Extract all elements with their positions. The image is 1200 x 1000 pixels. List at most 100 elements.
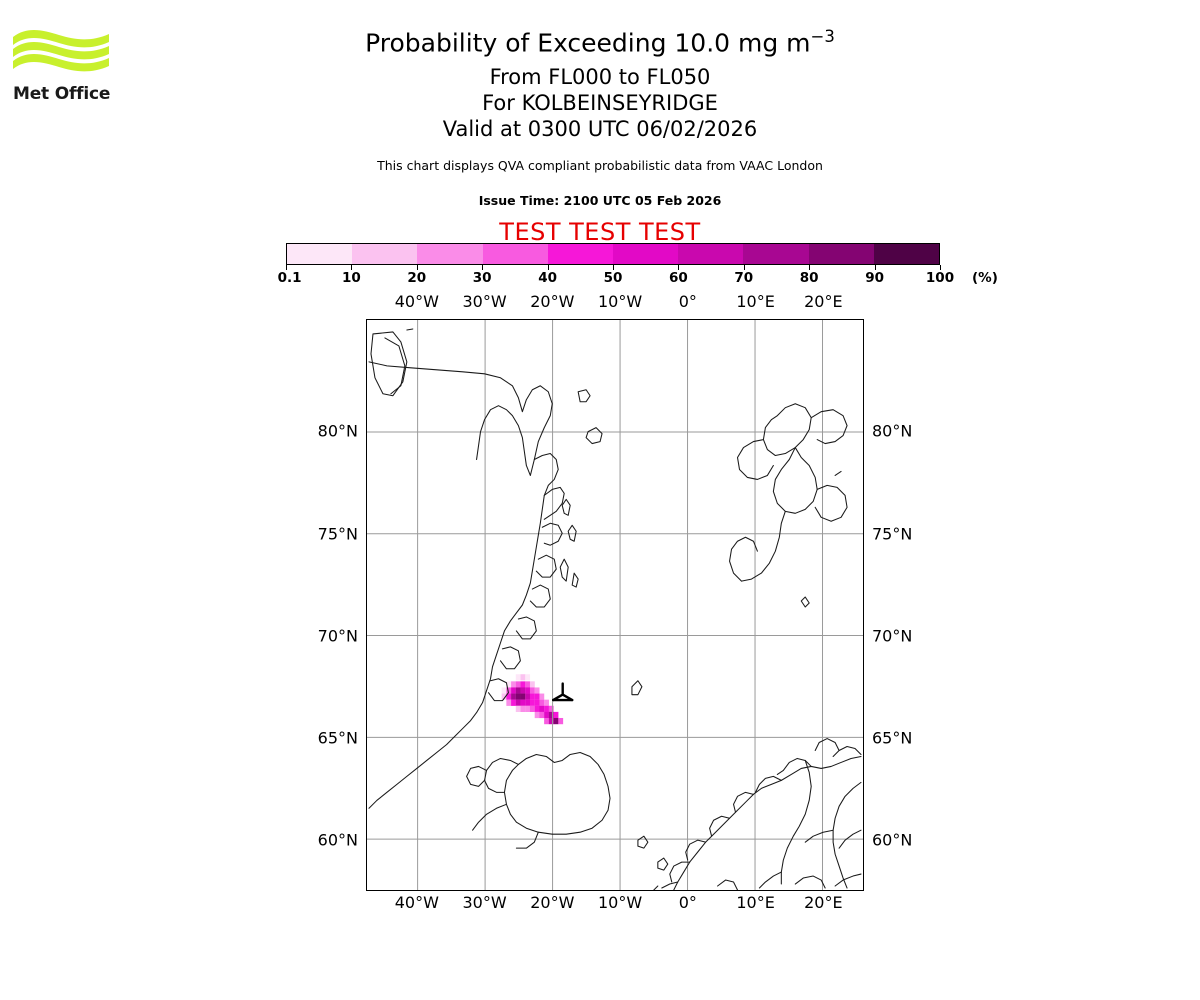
lat-label-right-60°N: 60°N bbox=[872, 830, 913, 850]
plume-cell bbox=[534, 687, 540, 694]
met-office-logo-text: Met Office bbox=[13, 84, 111, 104]
lon-label-bottom-10°E: 10°E bbox=[736, 893, 775, 912]
plume-cell bbox=[506, 699, 512, 706]
plume-cell bbox=[534, 705, 540, 712]
lat-label-left-65°N: 65°N bbox=[317, 728, 358, 748]
lon-label-top-10°W: 10°W bbox=[597, 292, 643, 311]
plume-cell bbox=[520, 687, 526, 694]
plume-cell bbox=[548, 705, 554, 712]
lon-label-bottom-20°W: 20°W bbox=[530, 893, 575, 912]
plume-cell bbox=[534, 699, 540, 706]
page-title-text: Probability of Exceeding 10.0 mg m bbox=[365, 28, 811, 58]
plume-cell bbox=[529, 693, 535, 700]
chart-header: Probability of Exceeding 10.0 mg m−3 Fro… bbox=[0, 0, 1200, 246]
plume-cell bbox=[506, 681, 512, 688]
lon-label-top-40°W: 40°W bbox=[394, 292, 439, 311]
plume-cell bbox=[525, 699, 531, 706]
plume-cell bbox=[525, 674, 531, 681]
plume-cell bbox=[520, 674, 526, 681]
lon-label-top-20°W: 20°W bbox=[530, 292, 575, 311]
lon-label-bottom-20°E: 20°E bbox=[804, 893, 843, 912]
map-plot-area[interactable] bbox=[366, 319, 864, 891]
plume-cell bbox=[529, 681, 535, 688]
met-office-logo: Met Office bbox=[13, 28, 123, 113]
colorbar-segment-2 bbox=[417, 244, 483, 264]
colorbar-tick-label-50: 50 bbox=[603, 270, 623, 286]
plume-cell bbox=[539, 699, 545, 706]
page-title-superscript: −3 bbox=[810, 27, 835, 46]
plume-cell bbox=[515, 674, 521, 681]
plume-cell bbox=[515, 699, 521, 706]
volcano-name-line: For KOLBEINSEYRIDGE bbox=[482, 91, 718, 116]
plume-cell bbox=[520, 699, 526, 706]
colorbar-tick-label-10: 10 bbox=[341, 270, 361, 286]
page-title: Probability of Exceeding 10.0 mg m−3 bbox=[0, 27, 1200, 58]
plume-cell bbox=[534, 693, 540, 700]
lat-label-left-80°N: 80°N bbox=[317, 421, 358, 441]
plume-cell bbox=[529, 687, 535, 694]
plume-cell bbox=[553, 717, 559, 725]
colorbar-tick-90 bbox=[874, 265, 876, 270]
colorbar-tick-label-0.1: 0.1 bbox=[277, 270, 302, 286]
colorbar-tick-100 bbox=[940, 265, 941, 270]
flight-level-range: From FL000 to FL050 bbox=[489, 65, 711, 90]
plume-cell bbox=[511, 681, 516, 688]
plume-cell bbox=[539, 711, 545, 719]
valid-time-line: Valid at 0300 UTC 06/02/2026 bbox=[442, 117, 758, 142]
colorbar-segment-9 bbox=[873, 244, 940, 264]
colorbar-segment-6 bbox=[678, 244, 744, 264]
lon-label-top-0°: 0° bbox=[678, 292, 697, 311]
plume-cell bbox=[534, 711, 540, 719]
colorbar-segment-5 bbox=[613, 244, 679, 264]
plume-cell bbox=[539, 705, 545, 712]
colorbar-tick-label-60: 60 bbox=[668, 270, 688, 286]
issue-time: Issue Time: 2100 UTC 05 Feb 2026 bbox=[478, 193, 722, 209]
colorbar-tick-label-40: 40 bbox=[538, 270, 557, 286]
plume-cell bbox=[515, 705, 521, 712]
colorbar-tick-30 bbox=[482, 265, 484, 270]
plume-cell bbox=[558, 717, 564, 725]
colorbar-tick-20 bbox=[416, 265, 418, 270]
coastline-layer bbox=[368, 328, 862, 890]
lon-label-top-20°E: 20°E bbox=[804, 292, 843, 311]
plume-cell bbox=[511, 693, 516, 700]
map-svg bbox=[367, 320, 863, 890]
colorbar-segment-7 bbox=[743, 244, 809, 264]
colorbar-tick-0.1 bbox=[286, 265, 287, 270]
probability-colorbar bbox=[286, 243, 941, 270]
plume-cell bbox=[525, 693, 531, 700]
ash-plume-layer bbox=[501, 674, 564, 725]
volcano-marker[interactable] bbox=[551, 682, 574, 702]
plume-cell bbox=[520, 705, 526, 712]
colorbar-unit-label: (%) bbox=[972, 270, 998, 286]
colorbar-tick-label-30: 30 bbox=[472, 270, 492, 286]
plume-cell bbox=[525, 705, 531, 712]
plume-cell bbox=[511, 699, 516, 706]
colorbar-tick-label-80: 80 bbox=[799, 270, 819, 286]
colorbar-segment-0 bbox=[287, 244, 353, 264]
lon-label-bottom-10°W: 10°W bbox=[597, 893, 643, 912]
plume-cell bbox=[539, 693, 545, 700]
colorbar-tick-40 bbox=[547, 265, 549, 270]
colorbar-segment-4 bbox=[547, 244, 614, 264]
colorbar-tick-50 bbox=[613, 265, 614, 270]
met-office-logo-mark bbox=[13, 29, 109, 72]
lat-label-left-75°N: 75°N bbox=[317, 524, 358, 543]
colorbar-segment-3 bbox=[482, 244, 548, 264]
plume-cell bbox=[520, 693, 526, 700]
lat-label-right-80°N: 80°N bbox=[872, 421, 913, 441]
plume-cell bbox=[506, 693, 512, 700]
plume-cell bbox=[501, 687, 507, 694]
colorbar-segment-8 bbox=[808, 244, 874, 264]
plume-cell bbox=[515, 693, 521, 700]
plume-cell bbox=[525, 681, 531, 688]
lat-label-right-65°N: 65°N bbox=[872, 728, 913, 748]
plume-cell bbox=[515, 687, 521, 694]
lon-label-bottom-0°: 0° bbox=[678, 893, 697, 912]
colorbar-tick-80 bbox=[809, 265, 811, 270]
colorbar-tick-label-70: 70 bbox=[734, 270, 754, 286]
lon-label-top-10°E: 10°E bbox=[736, 292, 775, 311]
plume-cell bbox=[515, 681, 521, 688]
plume-cell bbox=[553, 711, 559, 719]
colorbar-tick-label-100: 100 bbox=[925, 270, 955, 286]
